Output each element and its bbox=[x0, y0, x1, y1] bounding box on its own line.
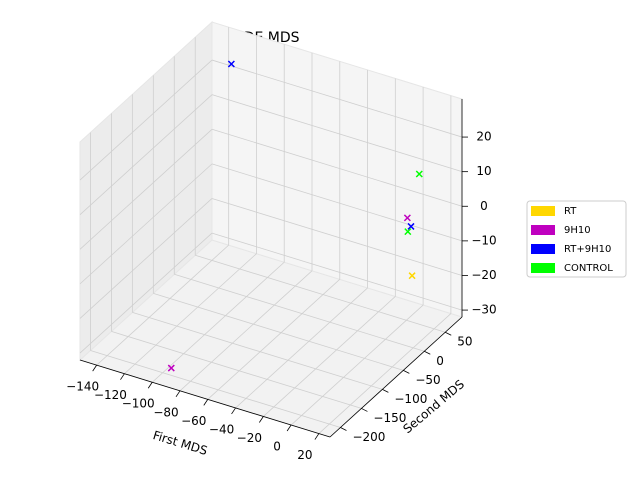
z-tick-label: −20 bbox=[471, 268, 496, 282]
legend-swatch bbox=[531, 244, 555, 254]
legend-swatch bbox=[531, 206, 555, 216]
tick-mark bbox=[120, 373, 125, 380]
legend-label: RT bbox=[564, 206, 577, 217]
grid-line bbox=[79, 232, 213, 354]
x-tick-label: −40 bbox=[209, 422, 234, 436]
x-tick-label: 0 bbox=[273, 440, 281, 454]
point bbox=[167, 364, 175, 372]
y-axis bbox=[329, 316, 463, 438]
grid-line bbox=[90, 350, 341, 428]
point bbox=[227, 60, 235, 68]
point bbox=[407, 222, 415, 230]
x-tick-label: 20 bbox=[297, 448, 312, 462]
tick-mark bbox=[382, 389, 389, 393]
grid-line bbox=[211, 163, 463, 242]
tick-mark bbox=[259, 416, 264, 423]
grid-line bbox=[132, 311, 383, 390]
tick-mark bbox=[231, 407, 236, 415]
x-tick-label: −20 bbox=[237, 431, 262, 445]
x-tick-label: −100 bbox=[122, 397, 155, 411]
x-tick-label: −80 bbox=[153, 405, 178, 419]
grid-line bbox=[151, 261, 285, 383]
y-tick-label: −50 bbox=[415, 373, 440, 387]
grid-line bbox=[79, 94, 213, 215]
legend-label: 9H10 bbox=[564, 225, 591, 236]
tick-mark bbox=[175, 390, 181, 398]
x-tick-label: −140 bbox=[66, 380, 99, 394]
tick-mark bbox=[340, 427, 347, 431]
grid-line bbox=[79, 163, 213, 285]
point bbox=[403, 214, 411, 222]
y-tick-label: 50 bbox=[457, 335, 472, 349]
y-tick-label: −100 bbox=[394, 392, 427, 406]
tick-mark bbox=[361, 408, 368, 412]
legend-swatch bbox=[531, 225, 555, 235]
grid-line bbox=[263, 296, 396, 417]
grid-line bbox=[79, 128, 213, 250]
x-axis bbox=[79, 359, 331, 438]
grid-line bbox=[318, 313, 452, 434]
x-tick-label: −120 bbox=[94, 388, 127, 402]
legend-swatch bbox=[531, 263, 555, 273]
tick-mark bbox=[92, 364, 97, 372]
x-tick-label: −60 bbox=[181, 414, 206, 428]
grid-line bbox=[211, 198, 463, 276]
z-tick-label: 0 bbox=[480, 199, 488, 213]
grid-line bbox=[211, 128, 463, 207]
grid-line bbox=[174, 273, 425, 352]
legend-label: RT+9H10 bbox=[564, 244, 611, 255]
grid-line bbox=[96, 244, 229, 366]
grid-line bbox=[211, 94, 463, 173]
tick-mark bbox=[314, 433, 320, 440]
grid-line bbox=[111, 331, 362, 409]
tick-mark bbox=[286, 424, 292, 432]
grid-line bbox=[153, 292, 404, 371]
legend-box bbox=[526, 200, 627, 278]
point bbox=[404, 228, 412, 236]
grid-line bbox=[179, 270, 313, 392]
grid-line bbox=[211, 232, 463, 311]
z-tick-label: −10 bbox=[471, 233, 496, 247]
tick-mark bbox=[445, 331, 452, 336]
z-tick-label: 10 bbox=[476, 164, 491, 178]
grid-line bbox=[195, 254, 446, 333]
point bbox=[408, 272, 416, 280]
tick-mark bbox=[203, 399, 209, 406]
tick-mark bbox=[147, 382, 153, 389]
tick-mark bbox=[424, 350, 431, 355]
grid-line bbox=[124, 253, 257, 374]
z-tick-label: 20 bbox=[476, 130, 491, 144]
y-tick-label: 0 bbox=[436, 354, 444, 368]
point bbox=[415, 170, 423, 178]
grid-line bbox=[207, 279, 341, 400]
grid-line bbox=[235, 287, 368, 409]
grid-line bbox=[79, 59, 213, 181]
y-tick-label: −150 bbox=[373, 411, 406, 425]
y-tick-label: −200 bbox=[352, 430, 385, 444]
grid-line bbox=[290, 304, 424, 426]
z-tick-label: −30 bbox=[471, 303, 496, 317]
grid-line bbox=[79, 198, 213, 319]
tick-mark bbox=[403, 369, 410, 374]
grid-line bbox=[211, 59, 463, 138]
legend-label: CONTROL bbox=[564, 263, 613, 274]
